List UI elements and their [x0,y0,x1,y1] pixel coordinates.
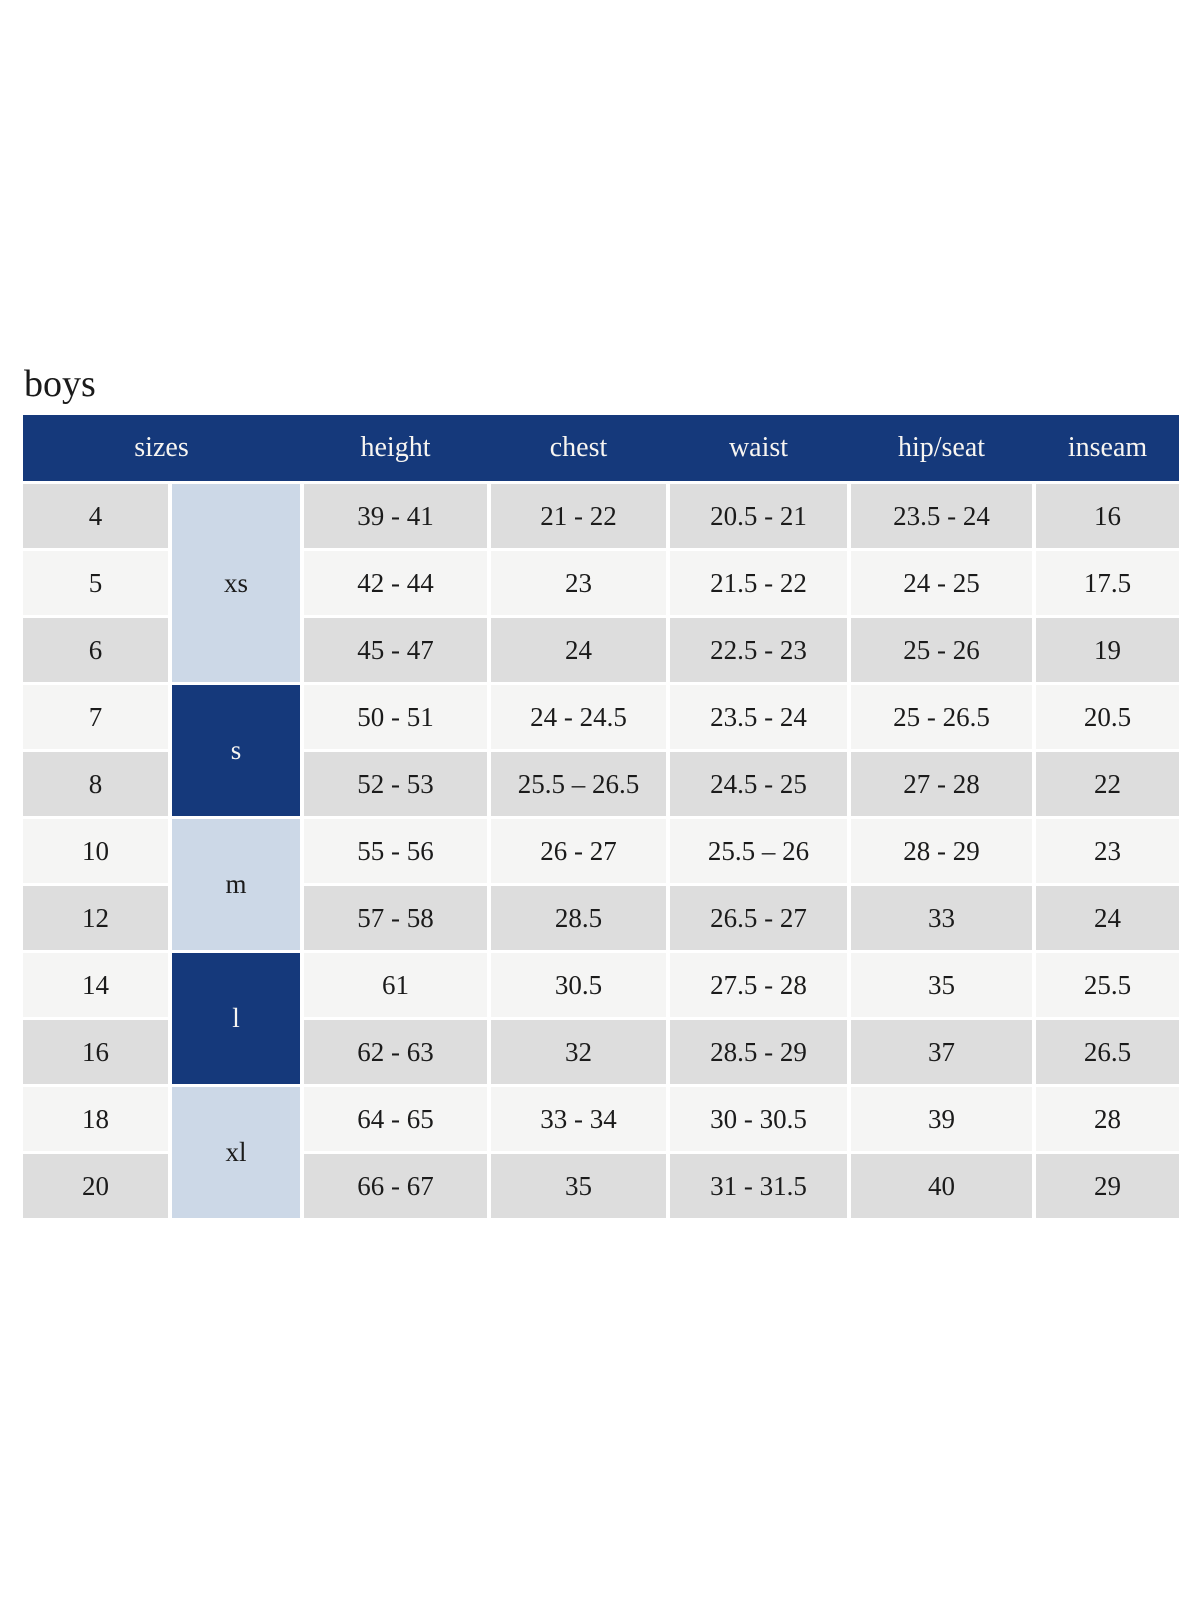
cell-size: 12 [23,886,168,950]
cell-size: 16 [23,1020,168,1084]
size-group-m: m [172,819,300,950]
cell-size: 7 [23,685,168,749]
cell-waist: 21.5 - 22 [670,551,847,615]
cell-height: 42 - 44 [304,551,487,615]
cell-height: 45 - 47 [304,618,487,682]
cell-chest: 24 [491,618,666,682]
cell-chest: 21 - 22 [491,484,666,548]
cell-hip-seat: 28 - 29 [851,819,1032,883]
cell-inseam: 20.5 [1036,685,1179,749]
cell-height: 57 - 58 [304,886,487,950]
cell-chest: 24 - 24.5 [491,685,666,749]
size-chart-section: boys sizes height chest waist hip/seat i… [23,363,1179,1218]
size-group-xl: xl [172,1087,300,1218]
cell-inseam: 26.5 [1036,1020,1179,1084]
cell-height: 61 [304,953,487,1017]
cell-size: 20 [23,1154,168,1218]
cell-waist: 24.5 - 25 [670,752,847,816]
cell-hip-seat: 24 - 25 [851,551,1032,615]
column-header-hip-seat: hip/seat [897,432,986,463]
page-title: boys [24,363,96,405]
cell-height: 66 - 67 [304,1154,487,1218]
cell-inseam: 29 [1036,1154,1179,1218]
cell-waist: 31 - 31.5 [670,1154,847,1218]
cell-chest: 35 [491,1154,666,1218]
cell-hip-seat: 27 - 28 [851,752,1032,816]
column-header-sizes: sizes [134,432,189,463]
column-header-chest: chest [549,432,608,463]
size-group-l: l [172,953,300,1084]
cell-inseam: 23 [1036,819,1179,883]
cell-height: 52 - 53 [304,752,487,816]
size-group-xs: xs [172,484,300,682]
cell-size: 10 [23,819,168,883]
cell-waist: 27.5 - 28 [670,953,847,1017]
cell-size: 18 [23,1087,168,1151]
size-table-body: 4 xs 39 - 41 21 - 22 20.5 - 21 23.5 - 24… [23,484,1179,1218]
cell-chest: 28.5 [491,886,666,950]
cell-height: 50 - 51 [304,685,487,749]
cell-size: 6 [23,618,168,682]
cell-hip-seat: 35 [851,953,1032,1017]
cell-hip-seat: 23.5 - 24 [851,484,1032,548]
cell-size: 8 [23,752,168,816]
cell-hip-seat: 39 [851,1087,1032,1151]
cell-inseam: 19 [1036,618,1179,682]
column-header-inseam: inseam [1067,432,1148,463]
cell-waist: 30 - 30.5 [670,1087,847,1151]
cell-height: 55 - 56 [304,819,487,883]
cell-height: 62 - 63 [304,1020,487,1084]
cell-inseam: 17.5 [1036,551,1179,615]
cell-hip-seat: 33 [851,886,1032,950]
cell-inseam: 24 [1036,886,1179,950]
size-table-header-row: sizes height chest waist hip/seat inseam [23,415,1179,481]
column-header-waist: waist [728,432,789,463]
cell-chest: 25.5 – 26.5 [491,752,666,816]
cell-waist: 28.5 - 29 [670,1020,847,1084]
cell-chest: 33 - 34 [491,1087,666,1151]
cell-chest: 23 [491,551,666,615]
cell-size: 4 [23,484,168,548]
cell-height: 39 - 41 [304,484,487,548]
cell-inseam: 25.5 [1036,953,1179,1017]
cell-chest: 30.5 [491,953,666,1017]
cell-waist: 22.5 - 23 [670,618,847,682]
cell-hip-seat: 37 [851,1020,1032,1084]
cell-waist: 25.5 – 26 [670,819,847,883]
column-header-height: height [360,432,431,463]
cell-size: 5 [23,551,168,615]
cell-waist: 26.5 - 27 [670,886,847,950]
cell-chest: 26 - 27 [491,819,666,883]
cell-hip-seat: 40 [851,1154,1032,1218]
cell-waist: 23.5 - 24 [670,685,847,749]
cell-chest: 32 [491,1020,666,1084]
cell-inseam: 28 [1036,1087,1179,1151]
cell-waist: 20.5 - 21 [670,484,847,548]
cell-hip-seat: 25 - 26.5 [851,685,1032,749]
cell-inseam: 16 [1036,484,1179,548]
cell-inseam: 22 [1036,752,1179,816]
cell-hip-seat: 25 - 26 [851,618,1032,682]
cell-size: 14 [23,953,168,1017]
size-group-s: s [172,685,300,816]
cell-height: 64 - 65 [304,1087,487,1151]
